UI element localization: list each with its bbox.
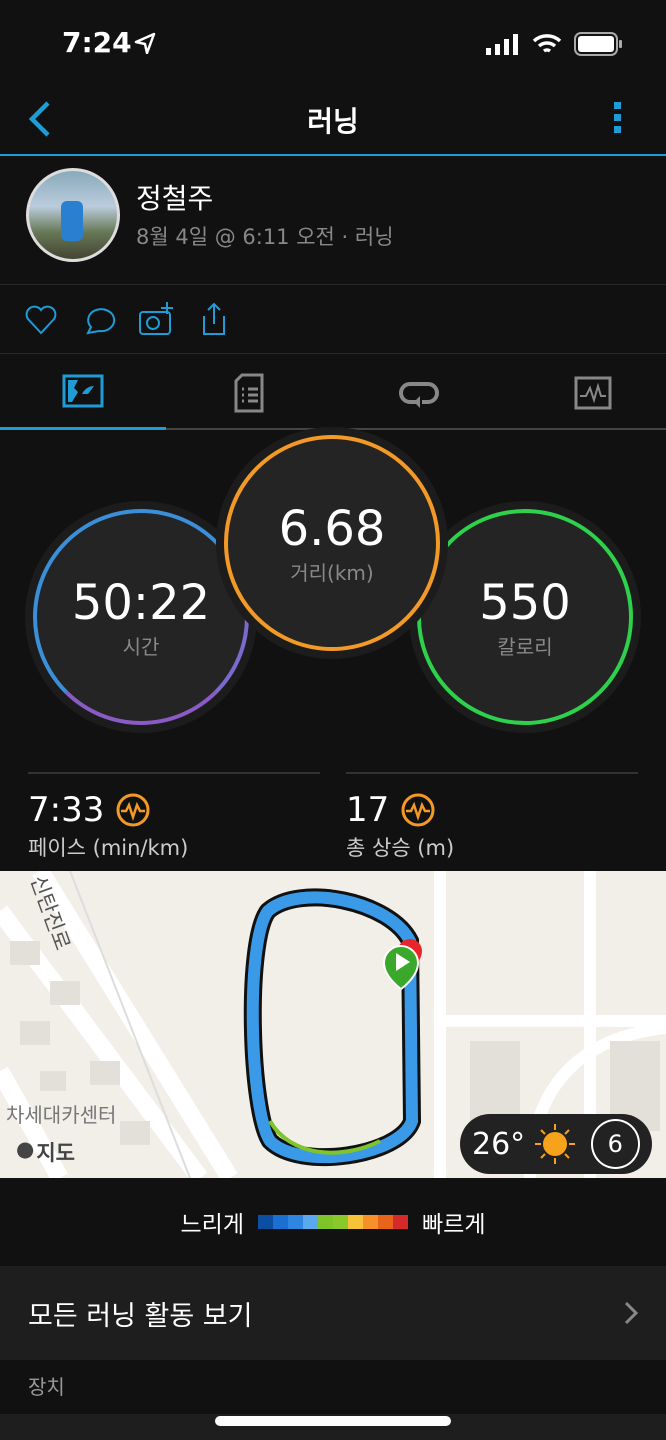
share-icon[interactable] [200, 302, 228, 338]
attribution-text: 지도 [36, 1141, 75, 1165]
legend-swatch [378, 1215, 393, 1229]
clock: 7:24 [62, 26, 132, 59]
details-icon [234, 373, 264, 412]
user-name[interactable]: 정철주 [136, 182, 214, 215]
calories-metric: 550 칼로리 [417, 509, 633, 725]
tab-bar [0, 355, 666, 430]
more-icon[interactable] [612, 100, 624, 136]
time-label: 시간 [122, 634, 160, 659]
chevron-right-icon [624, 1301, 638, 1325]
pace-stat: 7:33 페이스 (min/km) [28, 772, 320, 862]
action-bar [0, 286, 666, 354]
calories-value: 550 [479, 574, 571, 631]
legend-swatch [288, 1215, 303, 1229]
legend-color-bar [258, 1215, 408, 1229]
distance-label: 거리(km) [290, 560, 374, 585]
location-icon [134, 32, 156, 54]
device-section-header: 장치 [28, 1375, 65, 1399]
wind-speed: 6 [607, 1130, 623, 1158]
heart-icon[interactable] [24, 304, 58, 336]
temperature: 26° [472, 1126, 526, 1162]
place-label: 차세대카센터 [6, 1103, 117, 1127]
time-metric: 50:22 시간 [33, 509, 249, 725]
legend-swatch [393, 1215, 408, 1229]
comment-icon[interactable] [80, 303, 118, 339]
sun-icon [535, 1124, 576, 1164]
page-title: 러닝 [307, 105, 359, 138]
status-bar: 7:24 [0, 0, 666, 88]
legend-slow: 느리게 [180, 1212, 244, 1238]
legend-swatch [318, 1215, 333, 1229]
battery-icon [574, 32, 622, 56]
tab-charts[interactable] [510, 355, 666, 430]
legend-swatch [363, 1215, 378, 1229]
legend-swatch [303, 1215, 318, 1229]
tab-summary[interactable] [0, 355, 166, 430]
elevation-stat: 17 총 상승 (m) [346, 772, 638, 862]
tab-laps[interactable] [336, 355, 502, 430]
time-value: 50:22 [71, 574, 211, 631]
route-map[interactable]: 신탄진로 차세대카센터 ● 지도 26° 6 [0, 871, 666, 1178]
distance-value: 6.68 [278, 500, 386, 557]
legend-swatch [333, 1215, 348, 1229]
elevation-label: 총 상승 (m) [346, 836, 455, 860]
activity-subtitle: 8월 4일 @ 6:11 오전 · 러닝 [136, 225, 394, 249]
weather-badge[interactable]: 26° 6 [460, 1114, 652, 1174]
all-runs-link[interactable]: 모든 러닝 활동 보기 [0, 1266, 666, 1360]
all-runs-label: 모든 러닝 활동 보기 [28, 1300, 253, 1332]
legend-swatch [273, 1215, 288, 1229]
pace-legend: 느리게 빠르게 [0, 1178, 666, 1266]
nav-bar: 러닝 [0, 88, 666, 156]
profile-header: 정철주 8월 4일 @ 6:11 오전 · 러닝 [0, 157, 666, 285]
pace-value: 7:33 [28, 790, 105, 830]
legend-swatch [348, 1215, 363, 1229]
apple-icon: ● [16, 1137, 35, 1161]
tab-details[interactable] [166, 355, 332, 430]
laps-icon [399, 381, 439, 408]
map-summary-icon [62, 374, 104, 408]
wind-indicator: 6 [590, 1119, 640, 1169]
legend-swatch [258, 1215, 273, 1229]
elevation-chart-icon[interactable] [401, 793, 435, 827]
back-icon[interactable] [26, 100, 54, 138]
legend-fast: 빠르게 [422, 1212, 486, 1238]
apple-maps-attribution: ● 지도 [16, 1137, 75, 1167]
signal-icon [486, 34, 518, 55]
pace-chart-icon[interactable] [116, 793, 150, 827]
wifi-icon [532, 34, 562, 53]
add-photo-icon[interactable] [138, 300, 176, 338]
home-indicator[interactable] [215, 1416, 451, 1426]
distance-metric: 6.68 거리(km) [224, 435, 440, 651]
elevation-value: 17 [346, 790, 390, 830]
avatar[interactable] [26, 168, 120, 262]
calories-label: 칼로리 [497, 634, 553, 659]
pace-label: 페이스 (min/km) [28, 836, 189, 860]
chart-icon [574, 376, 612, 409]
